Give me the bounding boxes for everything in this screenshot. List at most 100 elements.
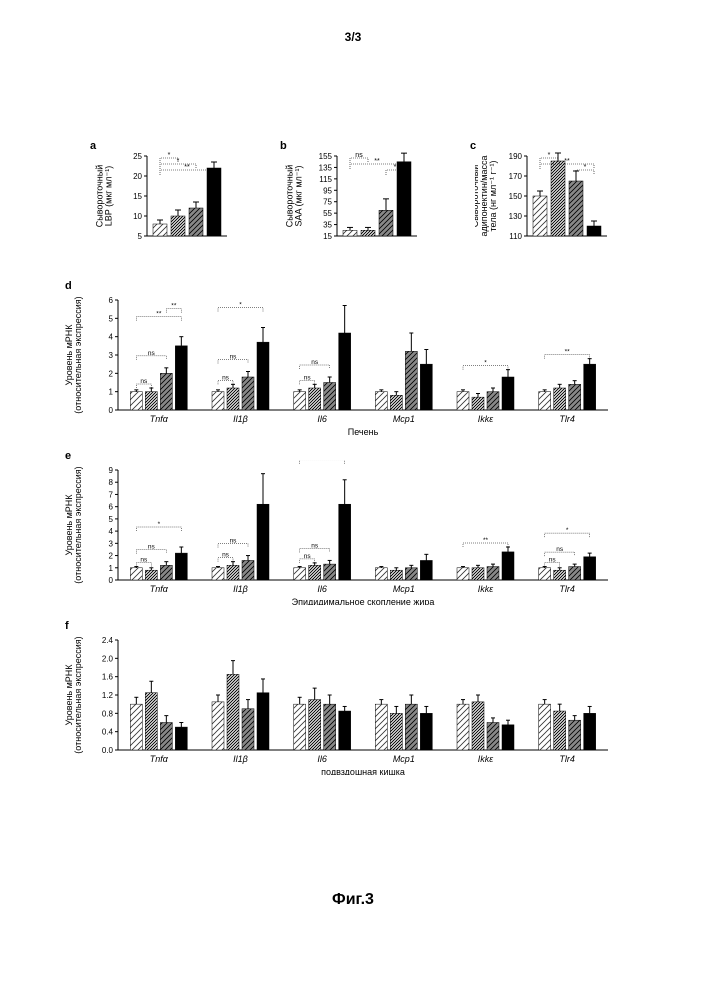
svg-text:155: 155: [319, 152, 333, 161]
panel-e: 0123456789Уровень мРНК(относительная экс…: [60, 460, 640, 605]
svg-text:ns: ns: [311, 542, 319, 549]
svg-text:*: *: [566, 527, 569, 534]
svg-text:1: 1: [109, 564, 114, 573]
svg-text:Сывороточныйадипонектин/массат: Сывороточныйадипонектин/массатела (нг мл…: [475, 156, 498, 237]
svg-text:4: 4: [109, 333, 114, 342]
svg-text:СывороточныйSAA (мкг мл⁻¹): СывороточныйSAA (мкг мл⁻¹): [285, 165, 304, 227]
svg-text:Mcp1: Mcp1: [393, 414, 415, 424]
svg-text:**: **: [156, 311, 162, 318]
svg-text:5: 5: [109, 314, 114, 323]
svg-text:25: 25: [133, 152, 142, 161]
svg-text:135: 135: [319, 163, 333, 172]
svg-text:1.2: 1.2: [102, 691, 114, 700]
svg-text:подвздошная кишка: подвздошная кишка: [321, 767, 405, 775]
svg-text:Tlr4: Tlr4: [559, 414, 575, 424]
svg-text:Mcp1: Mcp1: [393, 584, 415, 594]
svg-text:**: **: [564, 158, 570, 165]
svg-text:*: *: [394, 164, 397, 171]
svg-text:Il1β: Il1β: [233, 584, 248, 594]
svg-text:0.8: 0.8: [102, 709, 114, 718]
svg-text:ns: ns: [222, 552, 230, 559]
svg-text:1: 1: [109, 388, 114, 397]
svg-text:3: 3: [109, 539, 114, 548]
svg-text:*: *: [584, 164, 587, 171]
svg-text:Il1β: Il1β: [233, 754, 248, 764]
svg-text:55: 55: [323, 209, 332, 218]
svg-text:3: 3: [109, 351, 114, 360]
svg-text:15: 15: [133, 192, 142, 201]
svg-text:6: 6: [109, 503, 114, 512]
panel-d: 0 1 2 3 4 5 6 Уровень мРНК(относительная экспре…: [60, 290, 640, 435]
svg-text:ns: ns: [304, 374, 312, 381]
svg-text:0: 0: [109, 406, 114, 415]
svg-text:35: 35: [323, 221, 332, 230]
svg-text:Ikkε: Ikkε: [478, 414, 495, 424]
svg-text:110: 110: [509, 232, 522, 241]
svg-text:*: *: [239, 302, 242, 309]
panel-c: 110 130 150 170 190 Сывороточныйадипонектин/м…: [475, 148, 675, 268]
figure-label: Фиг.3: [332, 891, 374, 909]
svg-text:6: 6: [109, 296, 114, 305]
svg-text:ns: ns: [230, 354, 238, 361]
svg-text:2: 2: [109, 552, 114, 561]
svg-text:Il6: Il6: [317, 414, 327, 424]
svg-text:*: *: [177, 158, 180, 165]
svg-text:2: 2: [109, 369, 114, 378]
svg-text:150: 150: [509, 192, 523, 201]
svg-text:ns: ns: [311, 359, 319, 366]
svg-text:ns: ns: [230, 538, 238, 545]
svg-text:75: 75: [323, 198, 332, 207]
svg-text:Tnfα: Tnfα: [150, 584, 169, 594]
svg-text:ns: ns: [556, 546, 564, 553]
panel-a: 510152025СывороточныйLBP (мкг мл⁻¹)****: [95, 148, 295, 268]
svg-text:Il6: Il6: [317, 754, 327, 764]
svg-text:ns: ns: [304, 553, 312, 560]
svg-text:ns: ns: [222, 374, 230, 381]
svg-text:Il1β: Il1β: [233, 414, 248, 424]
svg-text:Уровень мРНК(относительная экс: Уровень мРНК(относительная экспрессия): [64, 466, 83, 583]
svg-text:8: 8: [109, 478, 114, 487]
svg-text:*: *: [158, 521, 161, 528]
svg-text:10: 10: [133, 212, 142, 221]
svg-text:ns: ns: [140, 557, 148, 564]
svg-text:Печень: Печень: [348, 427, 379, 435]
svg-text:Il6: Il6: [317, 584, 327, 594]
svg-text:Tnfα: Tnfα: [150, 754, 169, 764]
svg-text:**: **: [184, 164, 190, 171]
svg-text:Ikkε: Ikkε: [478, 754, 495, 764]
panel-b: 15 35 55 75 95 115 135 155 СывороточныйSAA (мкг …: [285, 148, 485, 268]
svg-text:СывороточныйLBP (мкг мл⁻¹): СывороточныйLBP (мкг мл⁻¹): [95, 165, 114, 227]
svg-text:Ikkε: Ikkε: [478, 584, 495, 594]
page-number: 3/3: [345, 30, 362, 44]
svg-text:Tlr4: Tlr4: [559, 584, 575, 594]
svg-text:9: 9: [109, 466, 114, 475]
svg-text:4: 4: [109, 527, 114, 536]
svg-text:Уровень мРНК(относительная экс: Уровень мРНК(относительная экспрессия): [64, 636, 83, 753]
svg-text:Уровень мРНК(относительная экс: Уровень мРНК(относительная экспрессия): [64, 296, 83, 413]
svg-text:**: **: [171, 303, 177, 310]
svg-text:**: **: [320, 460, 326, 461]
svg-text:ns: ns: [140, 378, 148, 385]
svg-text:115: 115: [319, 175, 332, 184]
svg-text:2.0: 2.0: [102, 654, 114, 663]
svg-text:ns: ns: [148, 350, 156, 357]
svg-text:5: 5: [138, 232, 143, 241]
svg-text:2.4: 2.4: [102, 636, 114, 645]
svg-text:ns: ns: [355, 152, 363, 159]
svg-text:ns: ns: [549, 557, 557, 564]
svg-text:170: 170: [509, 172, 523, 181]
svg-text:1.6: 1.6: [102, 673, 114, 682]
svg-text:Tnfα: Tnfα: [150, 414, 169, 424]
svg-text:0.4: 0.4: [102, 728, 114, 737]
svg-text:ns: ns: [148, 544, 156, 551]
svg-text:Mcp1: Mcp1: [393, 754, 415, 764]
svg-text:130: 130: [509, 212, 523, 221]
svg-text:20: 20: [133, 172, 142, 181]
svg-text:7: 7: [109, 490, 114, 499]
svg-text:95: 95: [323, 186, 332, 195]
svg-text:**: **: [374, 158, 380, 165]
svg-text:0: 0: [109, 576, 114, 585]
svg-text:190: 190: [509, 152, 523, 161]
svg-text:15: 15: [323, 232, 332, 241]
svg-text:Tlr4: Tlr4: [559, 754, 575, 764]
